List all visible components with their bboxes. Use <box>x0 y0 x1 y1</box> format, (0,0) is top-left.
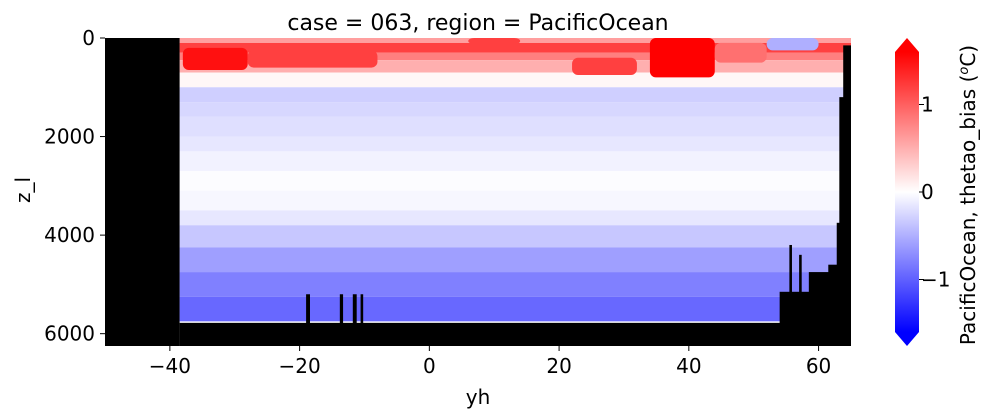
land-mask <box>352 294 357 346</box>
colorbar-tick-label: −1 <box>921 268 950 292</box>
y-tick-label: 0 <box>82 26 95 50</box>
x-tick-label: 60 <box>806 354 831 378</box>
x-tick-label: 0 <box>423 354 436 378</box>
colorbar: 1 0 −1 PacificOcean, thetao_bias (oC) <box>895 38 980 346</box>
y-axis-label: z_l <box>11 177 35 203</box>
x-tick-label: −40 <box>149 354 191 378</box>
heatmap-band <box>179 87 851 103</box>
heatmap-anomaly <box>182 47 248 71</box>
heatmap-anomaly <box>247 50 378 68</box>
colorbar-extend-top <box>895 38 919 52</box>
heatmap-band <box>179 136 851 152</box>
colorbar-tick-label: 0 <box>921 180 934 204</box>
land-mask <box>306 294 310 346</box>
y-tick-label: 2000 <box>44 125 95 149</box>
x-tick-label: 20 <box>546 354 571 378</box>
colorbar-gradient <box>895 52 919 332</box>
heatmap-band <box>179 102 851 117</box>
colorbar-extend-bottom <box>895 332 919 346</box>
land-mask <box>360 294 364 346</box>
heatmap-anomaly <box>468 38 521 44</box>
heatmap-band <box>179 42 851 53</box>
heatmap-anomaly <box>572 57 637 75</box>
land-mask <box>105 38 180 346</box>
x-tick-label: 40 <box>676 354 701 378</box>
colorbar-tick-label: 1 <box>921 93 934 117</box>
colorbar-label: PacificOcean, thetao_bias (oC) <box>956 45 980 345</box>
y-axis: 0 2000 4000 6000 <box>44 26 105 346</box>
chart-title: case = 063, region = PacificOcean <box>287 11 668 36</box>
heatmap-band <box>179 225 851 248</box>
heatmap-band <box>179 72 851 88</box>
land-mask <box>789 244 792 346</box>
x-axis: −40 −20 0 20 40 60 <box>149 346 831 378</box>
heatmap-anomaly <box>714 42 767 63</box>
land-mask-layer <box>105 38 851 346</box>
heatmap-band <box>179 272 851 297</box>
x-axis-label: yh <box>466 385 491 409</box>
x-tick-label: −20 <box>278 354 320 378</box>
y-tick-label: 4000 <box>44 223 95 247</box>
heatmap-band <box>179 52 851 61</box>
heatmap-layer <box>179 38 851 322</box>
land-mask <box>843 45 851 346</box>
land-mask <box>799 254 802 346</box>
heatmap-band <box>179 296 851 322</box>
heatmap-anomaly <box>766 38 819 51</box>
land-mask <box>179 322 851 346</box>
heatmap-band <box>179 210 851 226</box>
heatmap-band <box>179 151 851 172</box>
heatmap-band <box>179 247 851 273</box>
heatmap-band <box>179 116 851 137</box>
heatmap-band <box>179 190 851 211</box>
y-tick-label: 6000 <box>44 322 95 346</box>
heatmap-band <box>179 171 851 191</box>
land-mask <box>339 294 344 346</box>
colorbar-ticks: 1 0 −1 <box>919 93 950 292</box>
heatmap-anomaly <box>649 38 715 78</box>
